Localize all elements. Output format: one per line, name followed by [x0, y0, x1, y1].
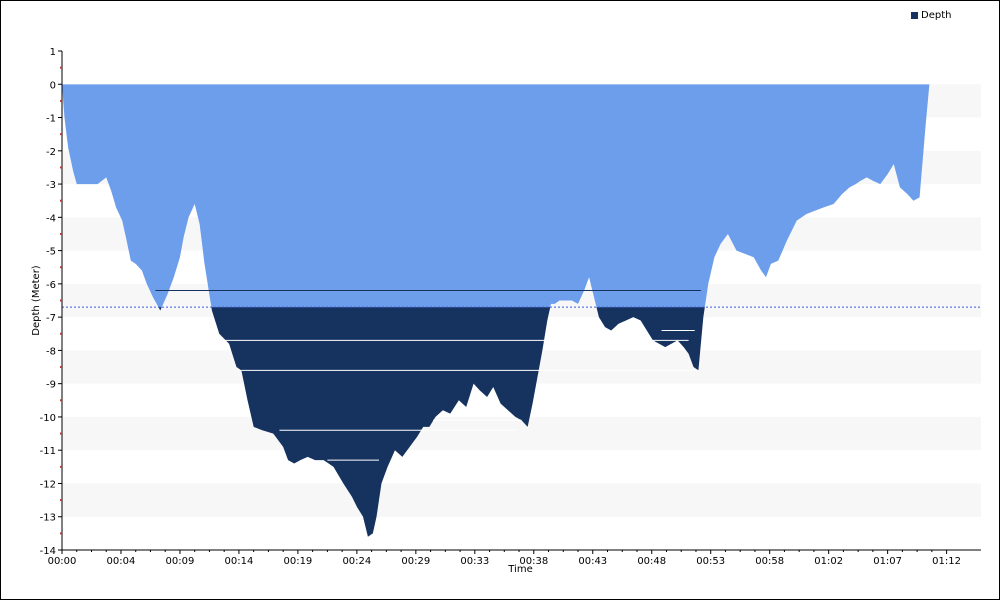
legend-swatch-depth	[911, 12, 918, 19]
x-tick-label: 00:09	[166, 556, 195, 567]
y-tick-label: -10	[40, 413, 56, 424]
y-tick-label: -12	[40, 479, 56, 490]
y-minor-tick	[60, 166, 62, 169]
x-axis-label: Time	[507, 564, 532, 575]
y-minor-tick	[60, 465, 62, 468]
y-minor-tick	[60, 66, 62, 69]
grid-band	[62, 416, 981, 451]
y-minor-tick	[60, 432, 62, 435]
y-tick-label: -14	[40, 546, 56, 557]
x-tick-label: 00:04	[107, 556, 136, 567]
y-axis-label: Depth (Meter)	[31, 265, 42, 336]
y-tick-label: -8	[46, 346, 56, 357]
y-minor-tick	[60, 399, 62, 402]
y-minor-tick	[60, 299, 62, 302]
legend: Depth	[911, 10, 951, 21]
x-tick-label: 00:24	[342, 556, 371, 567]
y-tick-label: -3	[46, 180, 56, 191]
x-tick-label: 00:53	[696, 556, 725, 567]
y-tick-label: -13	[40, 513, 56, 524]
y-axis-ticks: 1 0 -1 -2 -3 -4 -5 -6 -7 -8 -9 -10 -11 -12 -13 -14	[40, 47, 62, 557]
y-tick-label: -11	[40, 446, 56, 457]
y-minor-tick	[60, 199, 62, 202]
x-tick-label: 00:38	[519, 556, 548, 567]
x-tick-label: 00:33	[460, 556, 489, 567]
x-tick-label: 00:29	[401, 556, 430, 567]
depth-level-lines	[155, 290, 701, 461]
y-minor-tick	[60, 266, 62, 269]
legend-label-depth: Depth	[921, 10, 952, 21]
x-tick-label: 00:58	[755, 556, 784, 567]
y-tick-label: -2	[46, 147, 56, 158]
x-axis-ticks: 00:00 00:04 00:09 00:14 00:19 00:24 00:29 00:33…	[48, 550, 961, 567]
x-tick-label: 00:14	[225, 556, 254, 567]
y-tick-label: -6	[46, 280, 56, 291]
y-minor-tick	[60, 99, 62, 102]
x-tick-label: 00:43	[578, 556, 607, 567]
x-tick-label: 01:07	[873, 556, 902, 567]
y-tick-label: -7	[46, 313, 56, 324]
y-tick-label: 0	[50, 80, 56, 91]
x-tick-label: 01:12	[932, 556, 961, 567]
depth-area-deep	[158, 307, 705, 537]
x-tick-label: 01:02	[814, 556, 843, 567]
y-minor-tick	[60, 232, 62, 235]
y-minor-tick	[60, 366, 62, 369]
depth-area-shallow	[62, 84, 930, 308]
y-tick-label: 1	[50, 47, 56, 58]
y-tick-label: -4	[46, 213, 56, 224]
y-minor-tick	[60, 499, 62, 502]
y-minor-tick	[60, 332, 62, 335]
y-minor-tick	[60, 532, 62, 535]
x-tick-label: 00:00	[48, 556, 77, 567]
y-minor-tick	[60, 133, 62, 136]
x-tick-label: 00:48	[637, 556, 666, 567]
x-tick-label: 00:19	[283, 556, 312, 567]
grid-band	[62, 483, 981, 517]
y-tick-label: -9	[46, 380, 56, 391]
y-tick-label: -1	[46, 114, 56, 125]
y-tick-label: -5	[46, 247, 56, 258]
